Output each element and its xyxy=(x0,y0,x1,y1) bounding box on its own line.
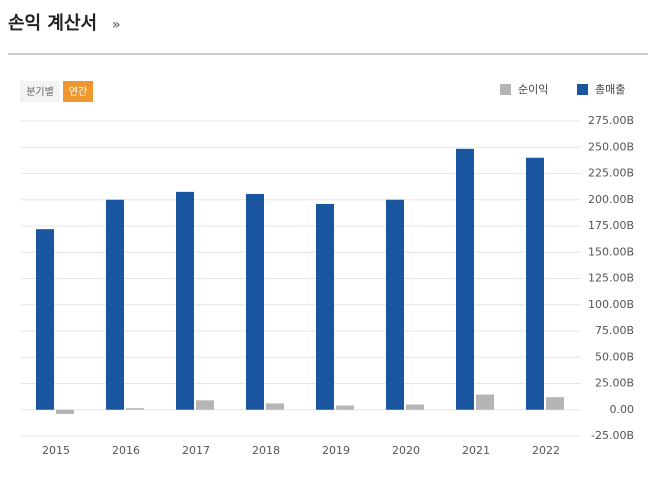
bar xyxy=(266,403,284,410)
y-tick-label: 175.00B xyxy=(588,219,634,232)
y-tick-label: 100.00B xyxy=(588,298,634,311)
legend-label: 총매출 xyxy=(595,83,625,96)
bar xyxy=(126,408,144,410)
bar xyxy=(336,405,354,410)
x-tick-label: 2019 xyxy=(322,444,350,457)
y-tick-label: 250.00B xyxy=(588,140,634,153)
bar xyxy=(406,404,424,410)
x-tick-label: 2020 xyxy=(392,444,420,457)
legend-label: 순이익 xyxy=(518,83,548,96)
bar xyxy=(456,148,474,410)
annual-button[interactable] xyxy=(63,81,93,102)
y-tick-label: 50.00B xyxy=(595,350,634,363)
bar xyxy=(36,229,54,410)
y-tick-label: 125.00B xyxy=(588,272,634,285)
bar xyxy=(196,400,214,410)
bar xyxy=(56,409,74,414)
y-tick-label: 75.00B xyxy=(595,324,634,337)
x-tick-label: 2017 xyxy=(182,444,210,457)
legend-swatch xyxy=(577,84,588,95)
y-tick-label: 25.00B xyxy=(595,377,634,390)
y-tick-label: -25.00B xyxy=(591,429,634,442)
annual-button-label[interactable]: 연간 xyxy=(69,86,87,98)
x-tick-label: 2018 xyxy=(252,444,280,457)
y-tick-label: 0.00 xyxy=(610,403,635,416)
bar xyxy=(246,193,264,410)
y-tick-label: 225.00B xyxy=(588,167,634,180)
bar xyxy=(526,157,544,410)
section-title: 손익 계산서 xyxy=(8,13,97,34)
more-link[interactable]: » xyxy=(112,17,121,33)
bar xyxy=(316,203,334,410)
bar xyxy=(476,394,494,410)
quarter-button[interactable] xyxy=(20,81,60,102)
x-tick-label: 2016 xyxy=(112,444,140,457)
legend-swatch xyxy=(500,84,511,95)
y-tick-label: 150.00B xyxy=(588,245,634,258)
bar xyxy=(176,191,194,410)
y-tick-label: 200.00B xyxy=(588,193,634,206)
bar xyxy=(546,397,564,410)
bar xyxy=(106,199,124,410)
x-tick-label: 2022 xyxy=(532,444,560,457)
x-tick-label: 2021 xyxy=(462,444,490,457)
x-tick-label: 2015 xyxy=(42,444,70,457)
y-tick-label: 275.00B xyxy=(588,114,634,127)
quarter-button-label[interactable]: 분기별 xyxy=(26,86,54,98)
bar xyxy=(386,199,404,410)
